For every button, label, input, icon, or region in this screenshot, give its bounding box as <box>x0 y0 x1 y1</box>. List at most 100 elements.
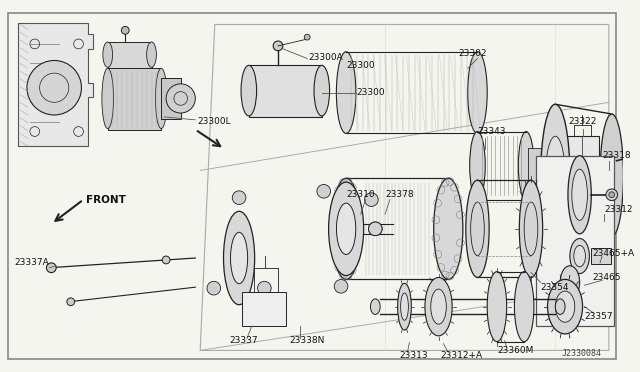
Circle shape <box>557 207 560 209</box>
Circle shape <box>557 202 559 204</box>
Ellipse shape <box>556 291 575 322</box>
Ellipse shape <box>468 52 487 134</box>
Circle shape <box>575 213 577 215</box>
Circle shape <box>580 208 582 210</box>
Text: 23300: 23300 <box>346 61 375 70</box>
Text: 23318: 23318 <box>602 151 630 160</box>
Polygon shape <box>18 23 93 146</box>
Text: 23322: 23322 <box>568 117 596 126</box>
Ellipse shape <box>560 266 580 299</box>
Text: 23312+A: 23312+A <box>440 351 483 360</box>
Ellipse shape <box>434 178 463 279</box>
Ellipse shape <box>600 114 623 237</box>
Circle shape <box>560 211 562 213</box>
Ellipse shape <box>371 299 380 314</box>
Polygon shape <box>108 68 161 129</box>
Ellipse shape <box>328 182 364 276</box>
Text: 23312: 23312 <box>604 205 632 214</box>
Polygon shape <box>528 148 545 183</box>
Ellipse shape <box>518 132 534 200</box>
Bar <box>565 137 599 180</box>
Circle shape <box>560 196 562 198</box>
Bar <box>591 248 611 264</box>
Ellipse shape <box>515 272 534 341</box>
Circle shape <box>369 222 382 235</box>
Ellipse shape <box>548 279 582 334</box>
Circle shape <box>573 214 575 216</box>
Circle shape <box>304 34 310 40</box>
Text: 23300: 23300 <box>357 88 385 97</box>
Ellipse shape <box>332 178 361 279</box>
Ellipse shape <box>397 283 412 330</box>
Ellipse shape <box>545 136 565 214</box>
Text: 23465: 23465 <box>592 273 621 282</box>
Circle shape <box>257 281 271 295</box>
Circle shape <box>166 84 195 113</box>
Circle shape <box>47 263 56 273</box>
Circle shape <box>557 200 559 202</box>
Circle shape <box>365 193 378 206</box>
Text: 23300L: 23300L <box>197 117 231 126</box>
Circle shape <box>567 215 569 217</box>
Text: 23354: 23354 <box>541 283 569 292</box>
Circle shape <box>334 279 348 293</box>
Bar <box>242 292 286 326</box>
Text: 23343: 23343 <box>477 127 506 136</box>
Circle shape <box>572 215 573 217</box>
Ellipse shape <box>156 68 167 129</box>
Ellipse shape <box>425 278 452 336</box>
Circle shape <box>559 209 561 211</box>
Circle shape <box>557 205 559 206</box>
Circle shape <box>579 210 580 212</box>
Polygon shape <box>161 78 180 119</box>
Ellipse shape <box>466 180 489 278</box>
Ellipse shape <box>102 68 113 129</box>
Polygon shape <box>550 233 580 258</box>
Circle shape <box>563 214 565 215</box>
Circle shape <box>559 198 561 200</box>
Circle shape <box>207 281 221 295</box>
Text: 23310: 23310 <box>346 190 375 199</box>
Circle shape <box>67 298 75 306</box>
Ellipse shape <box>570 238 589 273</box>
Ellipse shape <box>337 52 356 134</box>
Ellipse shape <box>147 42 156 67</box>
Ellipse shape <box>487 272 507 341</box>
Text: FRONT: FRONT <box>86 195 126 205</box>
Ellipse shape <box>519 180 543 278</box>
Ellipse shape <box>337 203 356 254</box>
Circle shape <box>570 215 572 217</box>
Text: 23378: 23378 <box>385 190 413 199</box>
Ellipse shape <box>556 299 565 314</box>
Ellipse shape <box>470 132 485 200</box>
Ellipse shape <box>230 232 248 284</box>
Circle shape <box>561 212 563 214</box>
Ellipse shape <box>431 289 446 324</box>
Text: 23337A: 23337A <box>14 259 49 267</box>
Bar <box>536 156 614 326</box>
Text: 23313: 23313 <box>399 351 428 360</box>
Text: 23302: 23302 <box>458 49 486 58</box>
Circle shape <box>162 256 170 264</box>
Circle shape <box>369 222 382 235</box>
Text: J2330084: J2330084 <box>562 349 602 358</box>
Circle shape <box>27 61 81 115</box>
Ellipse shape <box>541 104 570 246</box>
Circle shape <box>580 206 582 208</box>
Text: 23357: 23357 <box>584 312 613 321</box>
Ellipse shape <box>103 42 113 67</box>
Text: 23338N: 23338N <box>290 336 325 345</box>
Circle shape <box>577 212 579 214</box>
Text: 23337: 23337 <box>229 336 258 345</box>
Ellipse shape <box>241 65 257 116</box>
Ellipse shape <box>401 293 408 320</box>
Ellipse shape <box>223 211 255 305</box>
Circle shape <box>122 26 129 34</box>
Ellipse shape <box>314 65 330 116</box>
Circle shape <box>317 185 331 198</box>
Circle shape <box>273 41 283 51</box>
Text: 23300A: 23300A <box>308 53 343 62</box>
Polygon shape <box>541 175 565 200</box>
Ellipse shape <box>574 246 586 267</box>
Text: 23465+A: 23465+A <box>592 248 634 258</box>
